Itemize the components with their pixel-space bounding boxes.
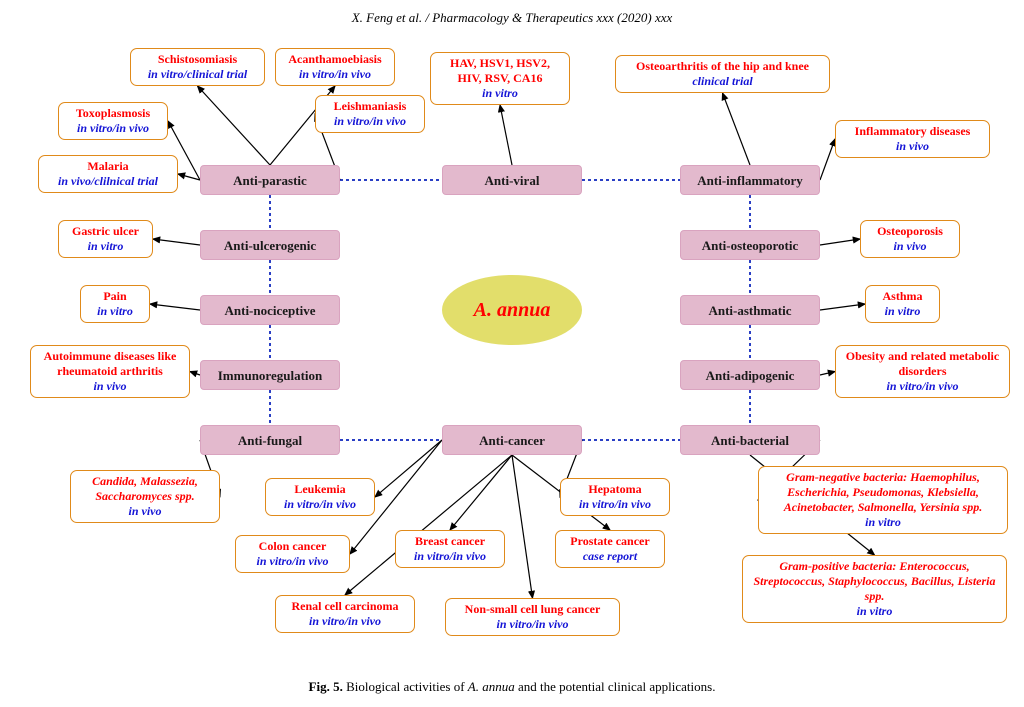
diagram-canvas: A. annua Anti-parastic Anti-viral Anti-infl… [0,0,1024,707]
leaf-malaria: Malariain vivo/clilnical trial [38,155,178,193]
leaf-nsclc: Non-small cell lung cancerin vitro/in vi… [445,598,620,636]
leaf-schisto: Schistosomiasisin vitro/clinical trial [130,48,265,86]
leaf-gastric: Gastric ulcerin vitro [58,220,153,258]
leaf-leish: Leishmaniasisin vitro/in vivo [315,95,425,133]
leaf-leukemia: Leukemiain vitro/in vivo [265,478,375,516]
leaf-pain: Painin vitro [80,285,150,323]
category-anti-asthmatic: Anti-asthmatic [680,295,820,325]
leaf-autoimmune: Autoimmune diseases like rheumatoid arth… [30,345,190,398]
leaf-inflam-dis: Inflammatory diseasesin vivo [835,120,990,158]
caption-main: Biological activities of [346,679,468,694]
leaf-breast: Breast cancerin vitro/in vivo [395,530,505,568]
category-anti-inflammatory: Anti-inflammatory [680,165,820,195]
leaf-obesity: Obesity and related metabolic disordersi… [835,345,1010,398]
leaf-colon: Colon cancerin vitro/in vivo [235,535,350,573]
category-anti-ulcerogenic: Anti-ulcerogenic [200,230,340,260]
category-anti-adipogenic: Anti-adipogenic [680,360,820,390]
leaf-candida: Candida, Malassezia, Saccharomyces spp.i… [70,470,220,523]
category-anti-osteoporotic: Anti-osteoporotic [680,230,820,260]
leaf-acanth: Acanthamoebiasisin vitro/in vivo [275,48,395,86]
leaf-hav: HAV, HSV1, HSV2, HIV, RSV, CA16in vitro [430,52,570,105]
category-anti-parastic: Anti-parastic [200,165,340,195]
caption-prefix: Fig. 5. [309,679,347,694]
leaf-gram-neg: Gram-negative bacteria: Haemophilus, Esc… [758,466,1008,534]
category-anti-cancer: Anti-cancer [442,425,582,455]
caption-species: A. annua [468,679,515,694]
leaf-gram-pos: Gram-positive bacteria: Enterococcus, St… [742,555,1007,623]
category-anti-fungal: Anti-fungal [200,425,340,455]
category-anti-bacterial: Anti-bacterial [680,425,820,455]
figure-caption: Fig. 5. Biological activities of A. annu… [0,679,1024,695]
leaf-hepatoma: Hepatomain vitro/in vivo [560,478,670,516]
leaf-osteo-hk: Osteoarthritis of the hip and kneeclinic… [615,55,830,93]
leaf-osteoporosis: Osteoporosisin vivo [860,220,960,258]
category-immunoregulation: Immunoregulation [200,360,340,390]
leaf-asthma: Asthmain vitro [865,285,940,323]
leaf-toxo: Toxoplasmosisin vitro/in vivo [58,102,168,140]
caption-suffix: and the potential clinical applications. [515,679,716,694]
center-oval: A. annua [442,275,582,345]
leaf-renal: Renal cell carcinomain vitro/in vivo [275,595,415,633]
category-anti-nociceptive: Anti-nociceptive [200,295,340,325]
category-anti-viral: Anti-viral [442,165,582,195]
leaf-prostate: Prostate cancercase report [555,530,665,568]
